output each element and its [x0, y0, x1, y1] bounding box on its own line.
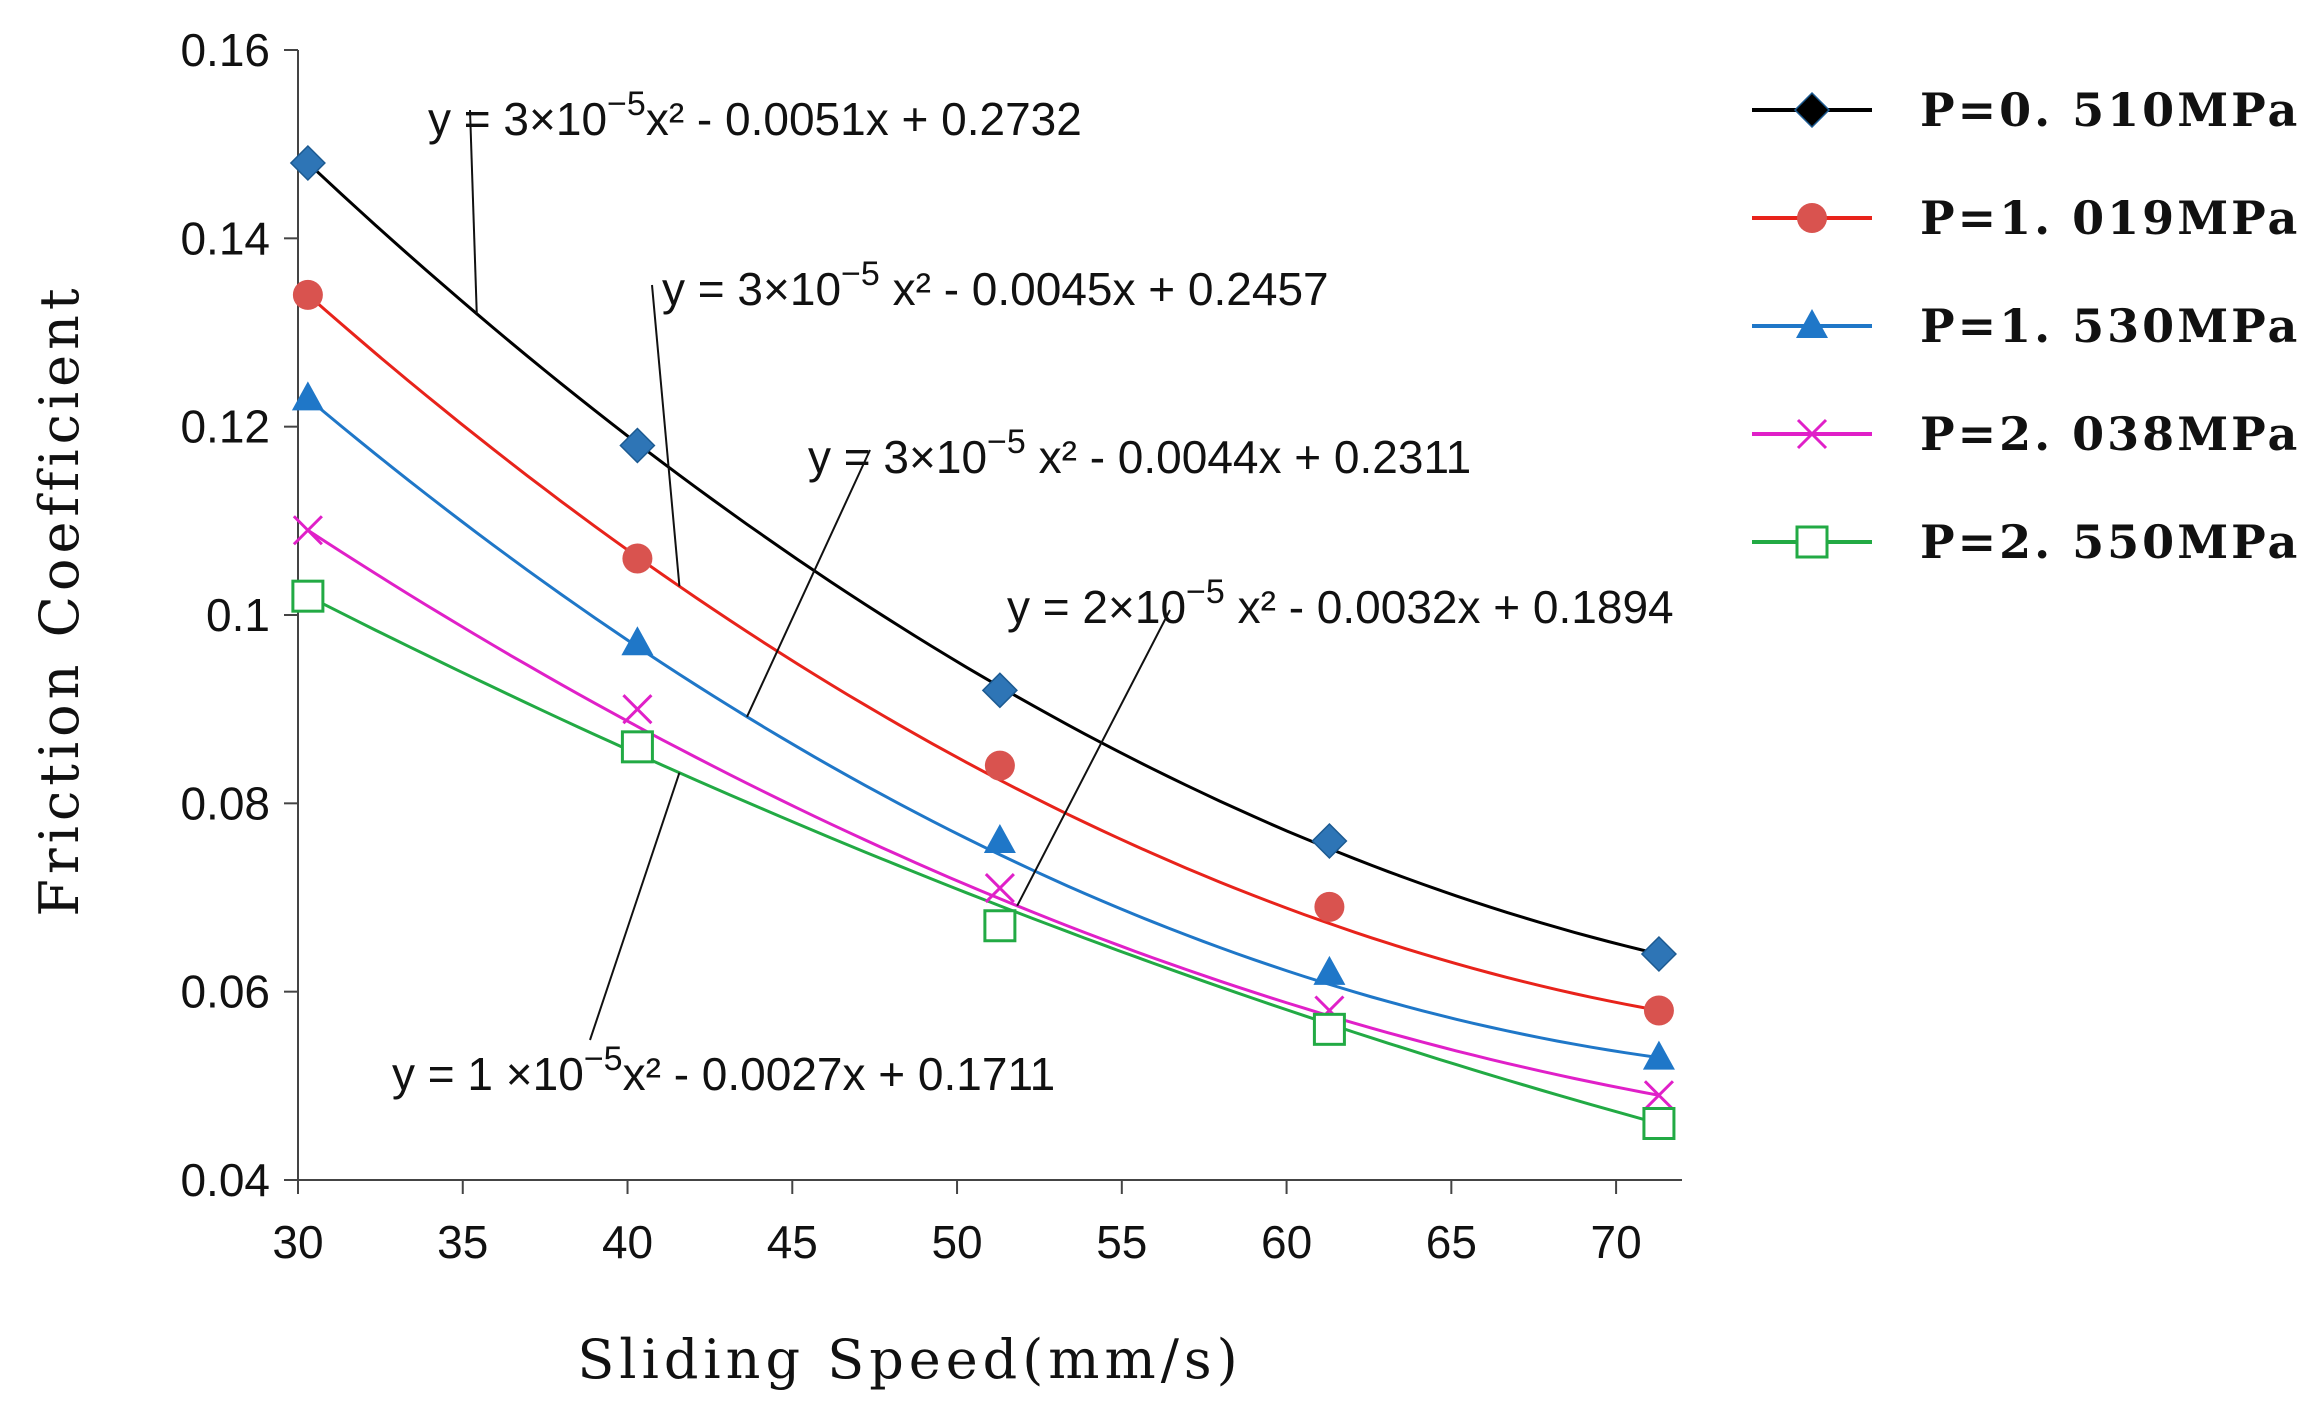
x-tick-label: 50 [931, 1216, 982, 1268]
equation-exponent: −5 [607, 85, 646, 123]
y-tick-label: 0.14 [180, 212, 270, 264]
fit-equation-series-1: y = 3×10−5x² - 0.0051x + 0.2732 [428, 85, 1082, 145]
equation-rest: x² - 0.0032x + 0.1894 [1225, 581, 1674, 633]
marker-series-2 [292, 279, 323, 310]
data-markers [289, 144, 1677, 1140]
equation-exponent: −5 [1186, 573, 1225, 611]
equation-leader-line [746, 449, 871, 718]
equation-rest: x² - 0.0045x + 0.2457 [880, 263, 1329, 315]
marker-series-5 [620, 730, 654, 764]
marker-series-5 [291, 579, 325, 613]
marker-series-1 [1311, 822, 1348, 860]
marker-series-3 [1313, 955, 1346, 985]
marker-series-1 [289, 144, 326, 182]
legend-marker [1795, 525, 1829, 559]
legend-label: P=2. 550MPa [1920, 515, 2300, 569]
marker-series-4 [292, 515, 323, 546]
legend-item-1: P=0. 510MPa [1752, 83, 2300, 137]
marker-series-5 [1642, 1107, 1676, 1140]
x-tick-label: 35 [437, 1216, 488, 1268]
y-tick-label: 0.04 [180, 1154, 270, 1206]
marker-series-2 [1314, 891, 1345, 922]
legend-item-3: P=1. 530MPa [1752, 299, 2300, 353]
equation-exponent: −5 [841, 255, 880, 293]
fit-lines [306, 161, 1660, 1125]
equation-lead: y = 3×10 [662, 263, 841, 315]
legend-label: P=1. 530MPa [1920, 299, 2300, 353]
x-tick-label: 30 [272, 1216, 323, 1268]
marker-series-4 [984, 873, 1015, 904]
fit-equation-series-3: y = 3×10−5 x² - 0.0044x + 0.2311 [808, 423, 1471, 483]
y-tick-label: 0.1 [206, 589, 270, 641]
y-axis-title: Friction Coefficient [28, 283, 91, 916]
equation-lead: y = 3×10 [428, 93, 607, 145]
legend-marker [1797, 203, 1827, 233]
x-axis-title: Sliding Speed(mm/s) [577, 1328, 1242, 1391]
equation-lead: y = 3×10 [808, 431, 987, 483]
marker-series-5 [1312, 1012, 1346, 1046]
legend: P=0. 510MPa P=1. 019MPa P=1. 530MPa P=2. 03… [1752, 83, 2300, 569]
legend-marker [1796, 309, 1828, 338]
legend-item-5: P=2. 550MPa [1752, 515, 2300, 569]
equation-rest: x² - 0.0044x + 0.2311 [1026, 431, 1471, 483]
x-tick-label: 65 [1426, 1216, 1477, 1268]
x-tick-label: 55 [1096, 1216, 1147, 1268]
legend-marker [1793, 91, 1831, 129]
marker-series-3 [621, 626, 654, 656]
fit-line-series-3 [306, 397, 1660, 1060]
equation-lead: y = 2×10 [1007, 581, 1186, 633]
marker-series-1 [619, 427, 656, 464]
equation-rest: x² - 0.0027x + 0.1711 [623, 1048, 1056, 1100]
y-tick-label: 0.08 [180, 777, 270, 829]
marker-series-4 [622, 694, 653, 725]
fit-equation-series-4: y = 2×10−5 x² - 0.0032x + 0.1894 [1007, 573, 1674, 633]
marker-series-1 [1640, 935, 1677, 973]
marker-series-3 [1642, 1040, 1675, 1070]
legend-item-4: P=2. 038MPa [1752, 407, 2300, 461]
equation-rest: x² - 0.0051x + 0.2732 [646, 93, 1082, 145]
equation-leader-line [1016, 609, 1171, 907]
legend-label: P=2. 038MPa [1920, 407, 2300, 461]
equation-leader-line [651, 284, 681, 587]
legend-label: P=0. 510MPa [1920, 83, 2300, 137]
marker-series-5 [983, 909, 1017, 943]
y-ticks: 0.04 0.06 0.08 0.1 0.12 0.14 0.16 [180, 24, 298, 1206]
x-tick-label: 70 [1591, 1216, 1642, 1268]
x-tick-label: 60 [1261, 1216, 1312, 1268]
y-tick-label: 0.06 [180, 966, 270, 1018]
y-tick-label: 0.16 [180, 24, 270, 76]
equation-leader-line [469, 109, 478, 314]
fit-line-series-1 [306, 161, 1660, 956]
marker-series-3 [291, 381, 324, 411]
marker-series-1 [981, 672, 1018, 709]
marker-series-2 [1643, 995, 1674, 1026]
marker-series-2 [622, 543, 653, 574]
equation-lead: y = 1 ×10 [392, 1048, 584, 1100]
fit-equation-series-5: y = 1 ×10−5x² - 0.0027x + 0.1711 [392, 1040, 1055, 1100]
x-tick-label: 40 [602, 1216, 653, 1268]
marker-series-2 [984, 750, 1015, 781]
equation-exponent: −5 [584, 1040, 623, 1078]
fit-line-series-5 [307, 594, 1660, 1125]
y-tick-label: 0.12 [180, 401, 270, 453]
legend-marker [1796, 418, 1828, 450]
x-tick-label: 45 [767, 1216, 818, 1268]
equation-exponent: −5 [987, 423, 1026, 461]
marker-series-4 [1643, 1080, 1674, 1111]
legend-item-2: P=1. 019MPa [1752, 191, 2300, 245]
fit-line-series-4 [307, 528, 1660, 1097]
fit-equation-series-2: y = 3×10−5 x² - 0.0045x + 0.2457 [662, 255, 1329, 315]
legend-label: P=1. 019MPa [1920, 191, 2300, 245]
equation-leader-line [589, 772, 681, 1041]
fit-line-series-2 [306, 293, 1660, 1012]
x-ticks: 30 35 40 45 50 55 60 65 70 [272, 1180, 1642, 1268]
marker-series-3 [983, 824, 1016, 853]
